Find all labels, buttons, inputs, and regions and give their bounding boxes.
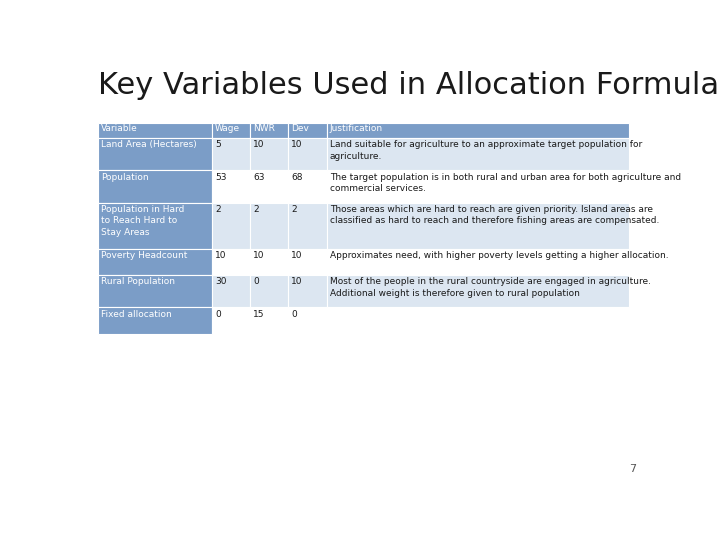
Text: 63: 63 bbox=[253, 173, 265, 181]
Text: 10: 10 bbox=[292, 251, 303, 260]
Text: Justification: Justification bbox=[330, 124, 383, 133]
Text: 15: 15 bbox=[253, 309, 265, 319]
Text: Land Area (Hectares): Land Area (Hectares) bbox=[101, 140, 197, 149]
Bar bbox=[288, 138, 327, 170]
Bar bbox=[212, 275, 250, 307]
Bar bbox=[212, 123, 250, 138]
Text: Wage: Wage bbox=[215, 124, 240, 133]
Text: Approximates need, with higher poverty levels getting a higher allocation.: Approximates need, with higher poverty l… bbox=[330, 251, 668, 260]
Text: 7: 7 bbox=[629, 464, 636, 475]
Text: Dev: Dev bbox=[292, 124, 310, 133]
Bar bbox=[212, 307, 250, 334]
Text: 10: 10 bbox=[292, 140, 303, 149]
Text: 10: 10 bbox=[292, 278, 303, 286]
Bar bbox=[212, 138, 250, 170]
Text: Fixed allocation: Fixed allocation bbox=[101, 309, 171, 319]
Bar bbox=[288, 307, 327, 334]
Bar bbox=[250, 123, 288, 138]
Bar bbox=[250, 275, 288, 307]
Text: Population in Hard
to Reach Hard to
Stay Areas: Population in Hard to Reach Hard to Stay… bbox=[101, 205, 184, 237]
Bar bbox=[250, 170, 288, 202]
Bar bbox=[327, 138, 629, 170]
Bar bbox=[250, 202, 288, 249]
Bar bbox=[327, 202, 629, 249]
Text: 2: 2 bbox=[292, 205, 297, 214]
Bar bbox=[250, 249, 288, 275]
Bar bbox=[98, 249, 212, 275]
Bar bbox=[98, 307, 212, 334]
Bar bbox=[250, 138, 288, 170]
Text: NWR: NWR bbox=[253, 124, 275, 133]
Bar bbox=[98, 275, 212, 307]
Bar bbox=[327, 275, 629, 307]
Text: Most of the people in the rural countryside are engaged in agriculture.
Addition: Most of the people in the rural countrys… bbox=[330, 278, 651, 298]
Bar bbox=[327, 249, 629, 275]
Bar bbox=[288, 170, 327, 202]
Text: The target population is in both rural and urban area for both agriculture and
c: The target population is in both rural a… bbox=[330, 173, 681, 193]
Text: 0: 0 bbox=[215, 309, 221, 319]
Bar bbox=[288, 123, 327, 138]
Bar bbox=[212, 170, 250, 202]
Bar bbox=[98, 170, 212, 202]
Text: 30: 30 bbox=[215, 278, 227, 286]
Text: Key Variables Used in Allocation Formulae: Key Variables Used in Allocation Formula… bbox=[98, 71, 720, 100]
Text: 10: 10 bbox=[215, 251, 227, 260]
Bar bbox=[327, 307, 629, 334]
Bar bbox=[212, 202, 250, 249]
Bar bbox=[327, 170, 629, 202]
Text: 0: 0 bbox=[292, 309, 297, 319]
Text: Land suitable for agriculture to an approximate target population for
agricultur: Land suitable for agriculture to an appr… bbox=[330, 140, 642, 161]
Text: 0: 0 bbox=[253, 278, 259, 286]
Text: 53: 53 bbox=[215, 173, 227, 181]
Bar bbox=[212, 249, 250, 275]
Text: 2: 2 bbox=[215, 205, 220, 214]
Bar bbox=[98, 138, 212, 170]
Text: Poverty Headcount: Poverty Headcount bbox=[101, 251, 187, 260]
Text: 2: 2 bbox=[253, 205, 258, 214]
Text: 10: 10 bbox=[253, 251, 265, 260]
Bar bbox=[98, 123, 212, 138]
Bar bbox=[288, 202, 327, 249]
Text: 68: 68 bbox=[292, 173, 303, 181]
Bar bbox=[288, 275, 327, 307]
Bar bbox=[288, 249, 327, 275]
Text: Rural Population: Rural Population bbox=[101, 278, 175, 286]
Text: 10: 10 bbox=[253, 140, 265, 149]
Bar bbox=[327, 123, 629, 138]
Text: 5: 5 bbox=[215, 140, 221, 149]
Bar bbox=[98, 202, 212, 249]
Text: Variable: Variable bbox=[101, 124, 138, 133]
Bar bbox=[250, 307, 288, 334]
Text: Those areas which are hard to reach are given priority. Island areas are
classif: Those areas which are hard to reach are … bbox=[330, 205, 659, 225]
Text: Population: Population bbox=[101, 173, 148, 181]
